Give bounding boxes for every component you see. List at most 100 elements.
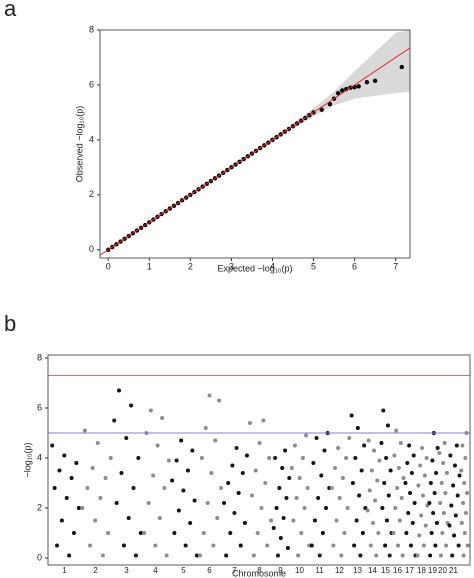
snp-point xyxy=(314,436,319,440)
snp-point xyxy=(350,481,355,485)
snp-point xyxy=(428,481,433,485)
snp-point xyxy=(188,521,193,525)
snp-point xyxy=(373,498,378,503)
chromosome-label: 10 xyxy=(295,566,304,575)
snp-point xyxy=(230,463,235,468)
snp-point xyxy=(416,483,421,488)
snp-point xyxy=(176,508,181,513)
snp-point xyxy=(352,543,357,548)
panel-label: a xyxy=(4,0,17,21)
snp-point xyxy=(329,486,334,490)
snp-point xyxy=(444,543,449,548)
snp-point xyxy=(381,408,386,413)
snp-point xyxy=(419,513,424,518)
snp-point xyxy=(432,491,437,495)
snp-point xyxy=(85,486,90,490)
snp-point xyxy=(261,418,266,423)
qq-point xyxy=(327,101,333,107)
snp-point xyxy=(207,393,212,398)
qq-point xyxy=(319,107,324,112)
snp-point xyxy=(232,511,237,515)
snp-point xyxy=(183,543,188,548)
snp-point xyxy=(157,516,162,520)
snp-point xyxy=(374,553,379,558)
snp-point xyxy=(244,453,249,458)
snp-point xyxy=(403,481,408,485)
snp-point xyxy=(461,501,466,505)
snp-point xyxy=(408,543,413,548)
snp-point xyxy=(304,433,309,438)
snp-point xyxy=(209,471,214,475)
snp-point xyxy=(126,516,131,520)
snp-point xyxy=(280,466,285,470)
snp-point xyxy=(281,516,286,520)
snp-point xyxy=(172,531,177,535)
snp-point xyxy=(377,458,382,463)
snp-point xyxy=(263,481,268,485)
snp-point xyxy=(309,543,314,548)
snp-point xyxy=(190,448,195,453)
snp-point xyxy=(462,531,467,535)
reference-line xyxy=(100,47,410,256)
snp-point xyxy=(228,531,233,535)
snp-point xyxy=(238,543,243,548)
snp-point xyxy=(448,453,453,458)
snp-point xyxy=(392,453,397,458)
snp-point xyxy=(179,438,184,443)
chromosome-label: 12 xyxy=(335,566,344,575)
snp-point xyxy=(423,523,428,528)
snp-point xyxy=(362,443,367,448)
snp-point xyxy=(52,486,57,490)
snp-point xyxy=(379,441,384,445)
x-tick-label: 3 xyxy=(229,261,234,271)
qq-point xyxy=(356,84,361,89)
snp-point xyxy=(285,546,290,550)
snp-point xyxy=(408,491,413,495)
snp-point xyxy=(88,543,93,548)
chromosome-label: 1 xyxy=(62,566,67,575)
snp-point xyxy=(136,456,141,460)
snp-point xyxy=(162,486,167,490)
snp-point xyxy=(57,468,62,473)
snp-point xyxy=(312,518,317,523)
snp-point xyxy=(283,448,288,453)
snp-point xyxy=(370,521,375,525)
y-tick-label: 4 xyxy=(37,452,42,462)
y-tick-label: 0 xyxy=(37,552,42,562)
x-tick-label: 2 xyxy=(188,261,193,271)
snp-point xyxy=(160,416,165,420)
y-tick-label: 0 xyxy=(89,244,94,254)
snp-point xyxy=(461,553,466,558)
panel-label: b xyxy=(4,311,16,336)
snp-point xyxy=(422,473,427,478)
snp-point xyxy=(292,443,297,448)
snp-point xyxy=(384,518,389,523)
snp-point xyxy=(267,456,272,460)
snp-point xyxy=(316,496,321,500)
snp-point xyxy=(454,443,459,448)
snp-point xyxy=(452,533,457,538)
chromosome-label: 21 xyxy=(449,566,458,575)
snp-point xyxy=(199,456,204,460)
chromosome-label: 4 xyxy=(153,566,158,575)
snp-point xyxy=(410,521,415,525)
snp-point xyxy=(320,531,325,535)
snp-point xyxy=(296,553,301,558)
snp-point xyxy=(438,501,443,505)
snp-point xyxy=(366,438,371,443)
snp-point xyxy=(217,398,222,403)
snp-point xyxy=(319,473,324,478)
snp-point xyxy=(384,456,389,460)
snp-point xyxy=(112,418,117,423)
snp-point xyxy=(424,456,429,460)
chromosome-label: 7 xyxy=(232,566,237,575)
snp-point xyxy=(64,496,69,500)
snp-point xyxy=(340,476,345,480)
snp-point xyxy=(420,446,425,450)
snp-point xyxy=(357,493,362,498)
y-tick-label: 2 xyxy=(89,189,94,199)
snp-point xyxy=(336,446,341,450)
chromosome-label: 8 xyxy=(257,566,262,575)
y-tick-label: 2 xyxy=(37,502,42,512)
snp-point xyxy=(299,531,304,535)
